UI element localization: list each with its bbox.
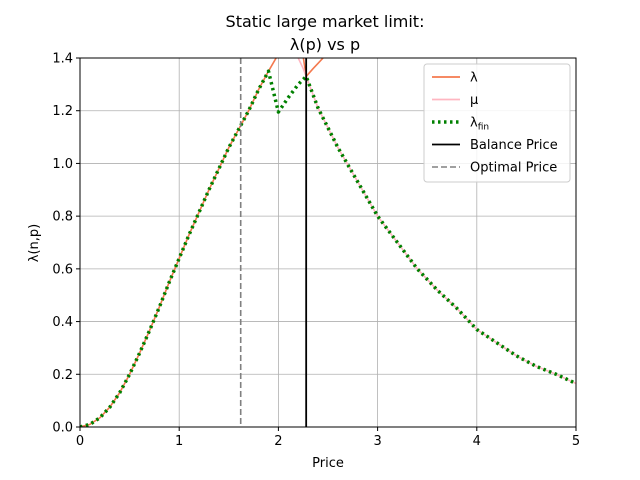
x-tick-label: 2 — [274, 434, 282, 449]
y-tick-label: 0.6 — [52, 262, 73, 277]
reference-lines — [239, 58, 308, 427]
x-tick-label: 0 — [76, 434, 84, 449]
chart-title-line2: λ(p) vs p — [290, 35, 360, 54]
series-layer — [80, 58, 576, 427]
chart-title-line1: Static large market limit: — [226, 12, 425, 31]
legend-label-3: Balance Price — [470, 138, 558, 153]
legend-label-4: Optimal Price — [470, 161, 557, 176]
series-lambda-fin-line — [80, 69, 576, 427]
y-tick-label: 0.2 — [52, 368, 73, 383]
y-axis-label: λ(n,p) — [27, 224, 42, 262]
y-tick-label: 1.4 — [52, 52, 73, 67]
axes-frame — [79, 57, 577, 428]
y-tick-label: 1.0 — [52, 157, 73, 172]
legend-frame — [423, 63, 571, 183]
legend-label-1: μ — [470, 93, 478, 108]
x-tick-label: 1 — [175, 434, 183, 449]
y-tick-label: 1.2 — [52, 104, 73, 119]
y-tick-label: 0.8 — [52, 210, 73, 225]
y-tick-label: 0.0 — [52, 421, 73, 436]
x-tick-label: 4 — [473, 434, 481, 449]
legend-label-0: λ — [470, 71, 478, 86]
x-axis-label: Price — [312, 456, 344, 471]
x-tick-label: 5 — [572, 434, 580, 449]
y-tick-label: 0.4 — [52, 315, 73, 330]
ticks: 0 1 2 3 4 5 0.0 0.2 0.4 0.6 0.8 1.0 1.2 1.4 — [52, 52, 580, 450]
x-tick-label: 3 — [373, 434, 381, 449]
